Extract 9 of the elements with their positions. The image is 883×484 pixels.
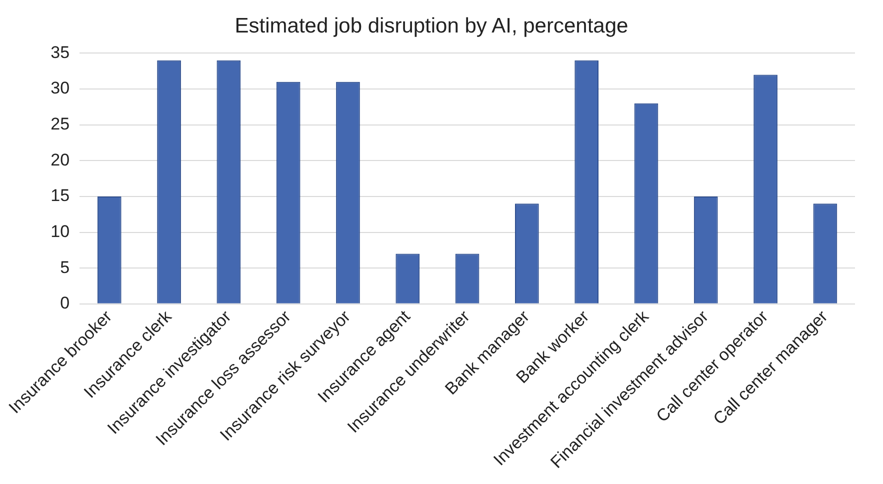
y-tick-label: 10 xyxy=(50,222,70,241)
y-tick-label: 30 xyxy=(50,78,70,98)
y-tick-label: 15 xyxy=(50,186,70,206)
y-tick-label: 20 xyxy=(50,150,70,170)
chart-title: Estimated job disruption by AI, percentage xyxy=(234,14,628,38)
y-tick-label: 0 xyxy=(60,294,70,313)
y-tick-label: 35 xyxy=(50,42,70,62)
y-tick-label: 25 xyxy=(50,114,70,134)
y-tick-label: 5 xyxy=(60,258,70,277)
